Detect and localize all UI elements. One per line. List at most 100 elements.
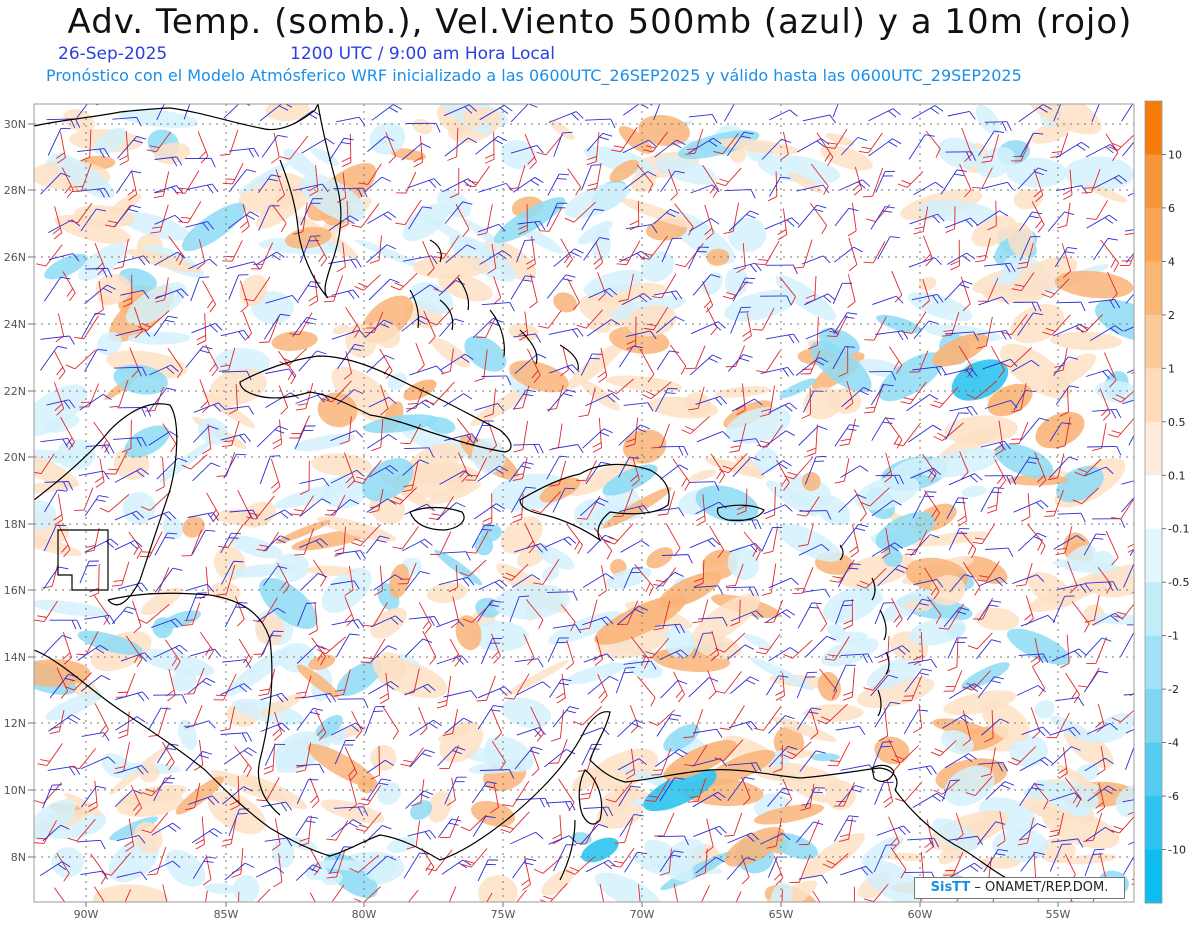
wind-barb [552, 487, 575, 513]
colorbar-swatch [1145, 207, 1162, 262]
wind-barb [661, 237, 683, 263]
wind-barb [440, 348, 454, 375]
wind-barb [444, 137, 478, 157]
shade-blob [462, 105, 485, 128]
latitude-label: 16N [4, 584, 26, 597]
wind-barb [512, 574, 541, 588]
wind-barb [429, 531, 452, 555]
shade-blob [431, 338, 471, 368]
wind-barb [585, 393, 620, 407]
wind-barb [512, 385, 530, 410]
wind-barb [510, 486, 536, 513]
shade-blob [260, 693, 303, 717]
wind-barb [294, 675, 312, 699]
shade-blob [1086, 184, 1128, 203]
shade-blob [427, 790, 452, 823]
wind-barb [48, 253, 80, 262]
latitude-label: 30N [4, 118, 26, 131]
shade-blob [735, 455, 765, 479]
wind-barb [239, 280, 249, 313]
shade-blob [124, 425, 170, 458]
wind-barb [605, 781, 633, 803]
shade-blob [695, 485, 759, 523]
wind-barb [447, 127, 459, 161]
colorbar-swatch [1145, 421, 1162, 476]
wind-barb [367, 434, 398, 449]
wind-barb [299, 460, 310, 495]
shade-blob [225, 563, 296, 578]
wind-barb [297, 281, 321, 301]
wind-barb [510, 275, 536, 300]
shade-blob [402, 203, 450, 242]
wind-barb [84, 348, 108, 372]
wind-barb [408, 616, 440, 626]
shade-blob [209, 368, 267, 406]
wind-barb [272, 711, 283, 741]
wind-barb [156, 457, 188, 480]
wind-barb [587, 675, 619, 695]
shade-blob [1022, 797, 1072, 822]
wind-barb [566, 524, 583, 555]
colorbar-swatch [1145, 796, 1162, 851]
wind-barb [46, 399, 76, 410]
shade-blob [623, 429, 667, 464]
shade-blob [743, 634, 773, 650]
wind-barb [178, 201, 202, 224]
shade-blob [480, 524, 502, 542]
wind-barb [326, 884, 345, 902]
shade-blob [434, 549, 483, 586]
wind-barb [188, 258, 218, 270]
wind-barb [154, 567, 183, 593]
wind-barb [295, 864, 323, 881]
wind-barb [67, 818, 96, 842]
wind-barb [222, 659, 252, 669]
wind-barb [580, 727, 610, 737]
wind-barb [257, 607, 286, 622]
wind-barb [481, 375, 512, 386]
wind-barb [516, 239, 535, 263]
shade-blob [224, 647, 291, 697]
wind-barb [404, 638, 433, 657]
shade-blob [369, 122, 406, 155]
wind-barb [510, 104, 538, 123]
wind-barb [153, 171, 170, 199]
wind-barb [368, 465, 399, 478]
wind-barb [192, 425, 219, 443]
wind-barb [260, 722, 290, 733]
shade-blob [979, 856, 1020, 869]
wind-barb [311, 637, 326, 666]
wind-barb [395, 199, 422, 226]
wind-barb [443, 393, 473, 408]
colorbar-swatch [1145, 475, 1162, 530]
shade-blob [500, 139, 536, 169]
wind-barb [368, 396, 397, 408]
wind-barb [612, 489, 633, 518]
wind-barb [222, 786, 253, 805]
wind-barb [623, 660, 657, 670]
wind-barb [552, 706, 580, 728]
wind-barb [444, 717, 473, 734]
wind-barb [154, 156, 183, 167]
wind-barb [438, 576, 475, 587]
wind-barb [80, 208, 107, 232]
shade-blob [228, 535, 283, 559]
wind-barb [148, 387, 177, 412]
wind-barb [480, 892, 493, 902]
longitude-label: 80W [352, 908, 377, 921]
shade-blob [364, 854, 398, 882]
shade-blob [122, 491, 156, 526]
wind-barb [344, 596, 355, 627]
wind-barb [220, 706, 235, 732]
wind-barb [220, 532, 241, 554]
wind-barb [404, 683, 436, 696]
latitude-label: 28N [4, 184, 26, 197]
shade-blob [1064, 156, 1134, 191]
wind-barb [510, 831, 544, 845]
shade-blob [118, 784, 188, 806]
wind-barb [656, 316, 685, 334]
wind-barb [598, 565, 607, 597]
shade-blob [410, 800, 433, 820]
wind-barb [379, 672, 390, 705]
wind-barb [424, 381, 455, 405]
shade-feature [602, 464, 658, 496]
